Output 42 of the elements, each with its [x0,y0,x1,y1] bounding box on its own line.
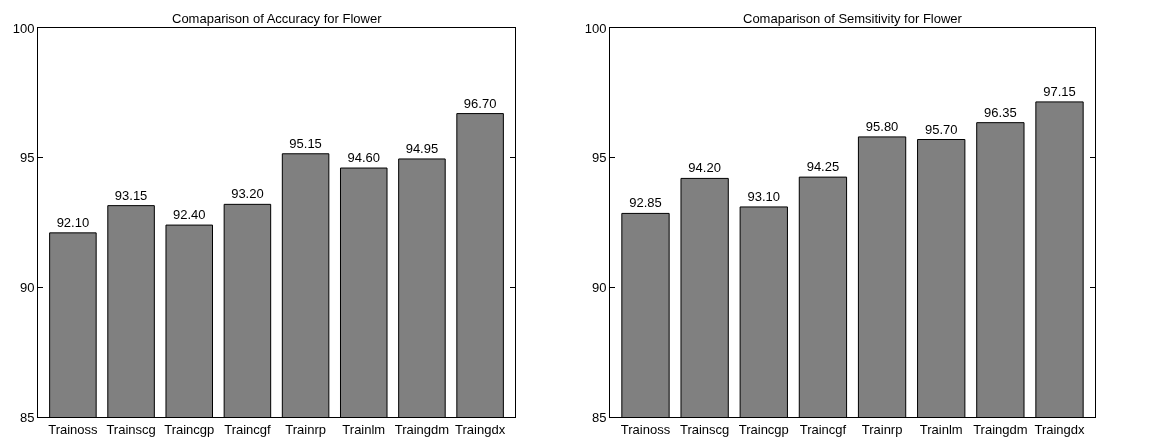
data-label: 96.35 [984,104,1017,120]
data-label: 93.10 [747,188,781,204]
x-tick-label: Trainrp [861,421,903,437]
x-tick-label: Trainscg [679,421,730,437]
x-tick-label: Traincgf [799,421,847,437]
data-label: 95.15 [289,135,322,151]
x-tick-label: Traingdx [455,421,506,437]
x-tick-label: Traincgf [224,421,272,437]
x-tick-label: Trainoss [620,421,671,437]
data-label: 94.60 [347,150,381,166]
x-tick-label: Traincgp [738,421,789,437]
data-label: 92.10 [56,214,90,230]
y-tick-label: 95 [19,150,35,166]
x-tick-label: Trainlm [919,421,963,437]
data-label: 95.80 [865,118,899,134]
x-tick-label: Traincgp [164,421,215,437]
y-tick-label: 95 [591,150,607,166]
x-tick-label: Traingdx [1034,421,1086,437]
data-label: 94.20 [688,160,721,176]
x-tick-label: Trainoss [48,421,99,437]
data-label: 97.15 [1043,83,1076,99]
data-label: 96.70 [463,95,497,111]
data-label: 92.85 [629,195,662,211]
y-tick-label: 90 [591,279,607,295]
y-tick-label: 100 [584,20,607,36]
data-label: 95.70 [924,121,958,137]
x-tick-label: Traingdm [973,421,1028,437]
data-label: 94.95 [405,140,439,156]
y-tick-label: 85 [591,409,607,425]
y-tick-label: 90 [19,279,35,295]
data-label: 92.40 [172,207,206,223]
y-tick-label: 100 [12,20,35,36]
x-tick-label: Trainrp [285,421,326,437]
x-tick-label: Traingdm [394,421,450,437]
x-tick-label: Trainscg [106,421,156,437]
x-tick-label: Trainlm [342,421,386,437]
chart-title: Comaparison of Semsitivity for Flower [743,11,963,26]
data-label: 93.20 [231,186,264,202]
data-label: 94.25 [806,159,840,175]
data-label: 93.15 [114,187,148,203]
chart-title: Comaparison of Accuracy for Flower [172,11,383,26]
y-tick-label: 85 [19,409,35,425]
